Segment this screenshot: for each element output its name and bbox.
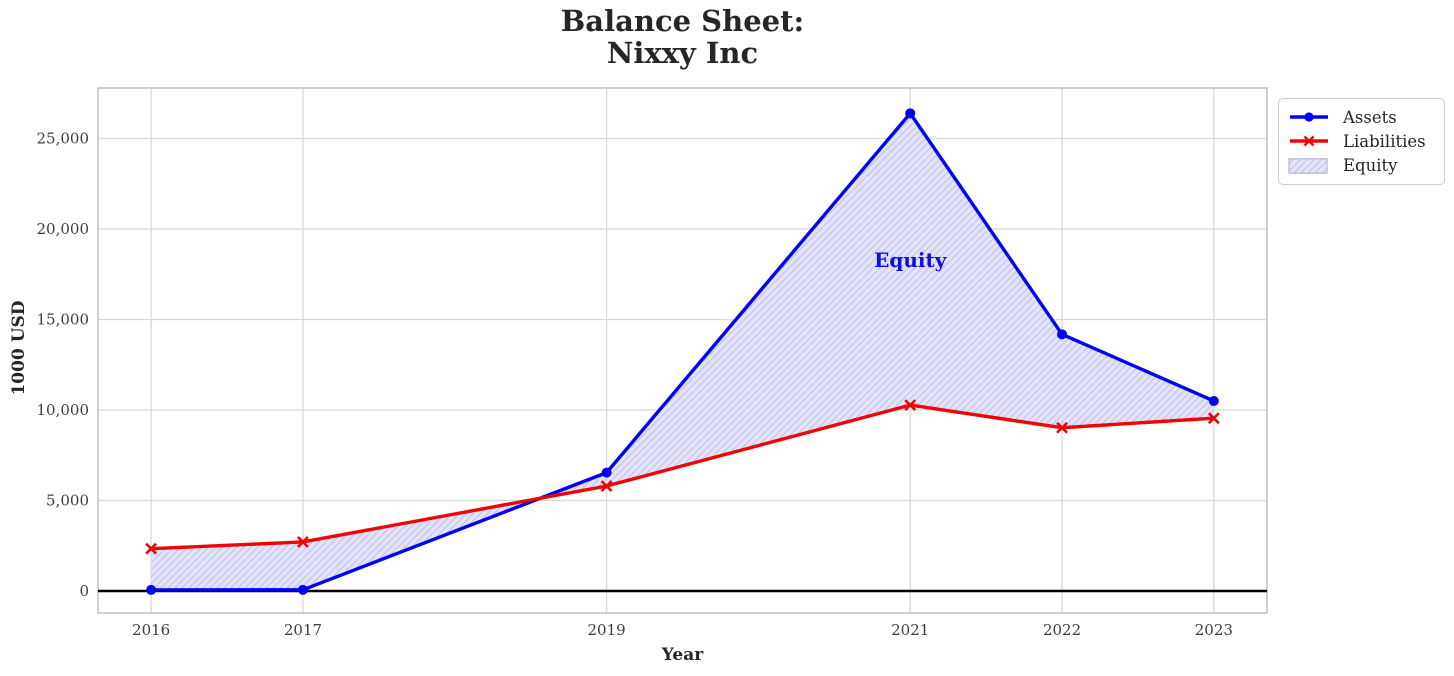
svg-text:2023: 2023 [1195, 621, 1233, 639]
svg-text:2016: 2016 [132, 621, 170, 639]
svg-text:5,000: 5,000 [46, 492, 89, 510]
x-axis-label: Year [661, 645, 704, 665]
legend: Assets Liabilities Equity [1278, 98, 1445, 185]
svg-text:10,000: 10,000 [37, 401, 90, 419]
liabilities-line-icon [1290, 136, 1328, 147]
chart-title: Balance Sheet: Nixxy Inc [0, 5, 1365, 70]
chart-title-line1: Balance Sheet: [560, 4, 805, 38]
svg-text:20,000: 20,000 [37, 220, 90, 238]
legend-item-assets: Assets [1288, 108, 1435, 127]
svg-text:2021: 2021 [891, 621, 929, 639]
equity-hatch-swatch-icon [1288, 158, 1328, 174]
legend-label-assets: Assets [1343, 107, 1397, 127]
svg-text:2019: 2019 [587, 621, 625, 639]
svg-text:15,000: 15,000 [37, 311, 90, 329]
y-axis-label: 1000 USD [9, 300, 29, 396]
legend-item-liabilities: Liabilities [1288, 132, 1435, 151]
legend-label-liabilities: Liabilities [1343, 131, 1426, 151]
svg-text:0: 0 [79, 582, 89, 600]
legend-label-equity: Equity [1343, 156, 1398, 176]
legend-item-equity: Equity [1288, 156, 1435, 175]
svg-text:2017: 2017 [284, 621, 322, 639]
assets-line-icon [1290, 112, 1328, 122]
svg-text:25,000: 25,000 [37, 129, 90, 147]
chart-title-line2: Nixxy Inc [606, 36, 759, 71]
equity-annotation: Equity [874, 247, 947, 272]
svg-text:2022: 2022 [1043, 621, 1081, 639]
